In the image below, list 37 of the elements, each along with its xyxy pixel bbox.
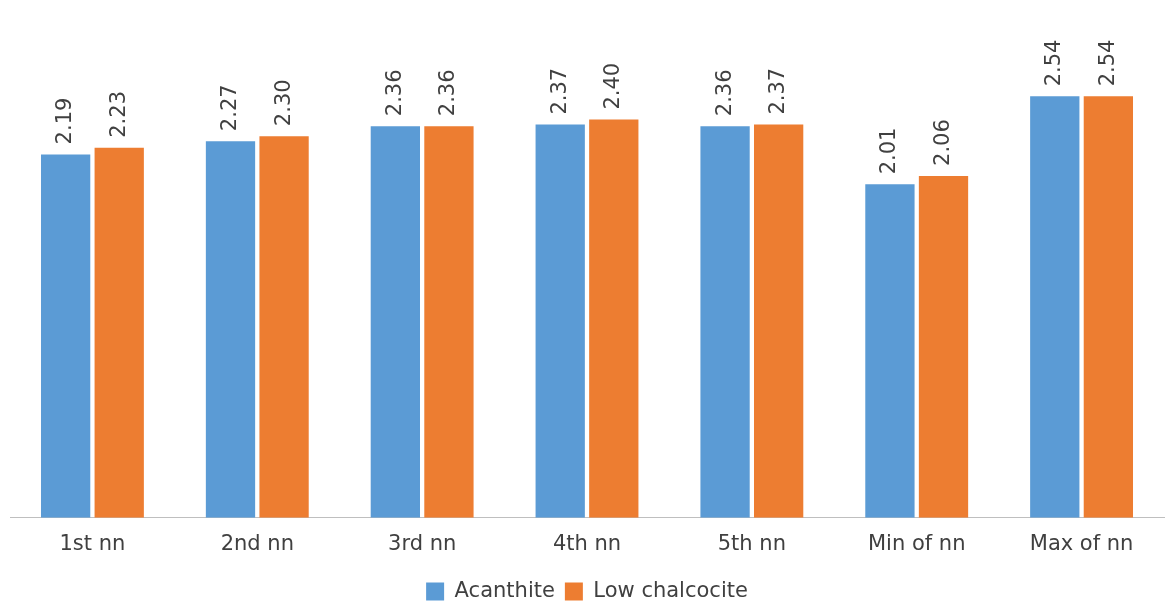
- bar: [370, 126, 420, 518]
- data-label: 2.30: [270, 79, 295, 127]
- bar: [918, 175, 969, 518]
- bar: [205, 141, 256, 518]
- data-label: 2.23: [105, 91, 130, 138]
- x-tick-label: 5th nn: [717, 530, 786, 555]
- x-tick-label: Min of nn: [867, 530, 966, 555]
- bar: [535, 124, 585, 518]
- data-label: 2.40: [600, 62, 625, 110]
- bar: [589, 119, 639, 518]
- x-tick-label: 3rd nn: [388, 530, 457, 555]
- data-label: 2.36: [381, 69, 406, 117]
- data-label: 2.36: [711, 69, 736, 117]
- data-label: 2.54: [1094, 39, 1119, 87]
- x-tick-label: 4th nn: [552, 530, 622, 555]
- data-label: 2.54: [1041, 39, 1066, 87]
- bar: [700, 126, 750, 518]
- data-label: 2.01: [876, 127, 901, 175]
- legend-label: Low chalcocite: [593, 577, 748, 602]
- data-label: 2.37: [546, 67, 571, 115]
- x-tick-label: 2nd nn: [220, 530, 294, 555]
- bar: [1030, 96, 1080, 518]
- data-label: 2.37: [765, 67, 790, 115]
- x-tick-label: Max of nn: [1029, 530, 1134, 555]
- legend-label: Acanthite: [454, 577, 555, 602]
- data-label: 2.36: [435, 69, 460, 117]
- bar: [259, 136, 309, 518]
- bar: [1083, 96, 1134, 518]
- x-tick-label: 1st nn: [59, 530, 126, 555]
- bar: [94, 147, 144, 518]
- bar: [424, 126, 474, 518]
- data-label: 2.27: [216, 84, 241, 132]
- data-label: 2.06: [929, 119, 954, 166]
- data-label: 2.19: [52, 97, 77, 145]
- bar: [865, 184, 915, 518]
- bar: [754, 124, 804, 518]
- bar: [40, 154, 91, 518]
